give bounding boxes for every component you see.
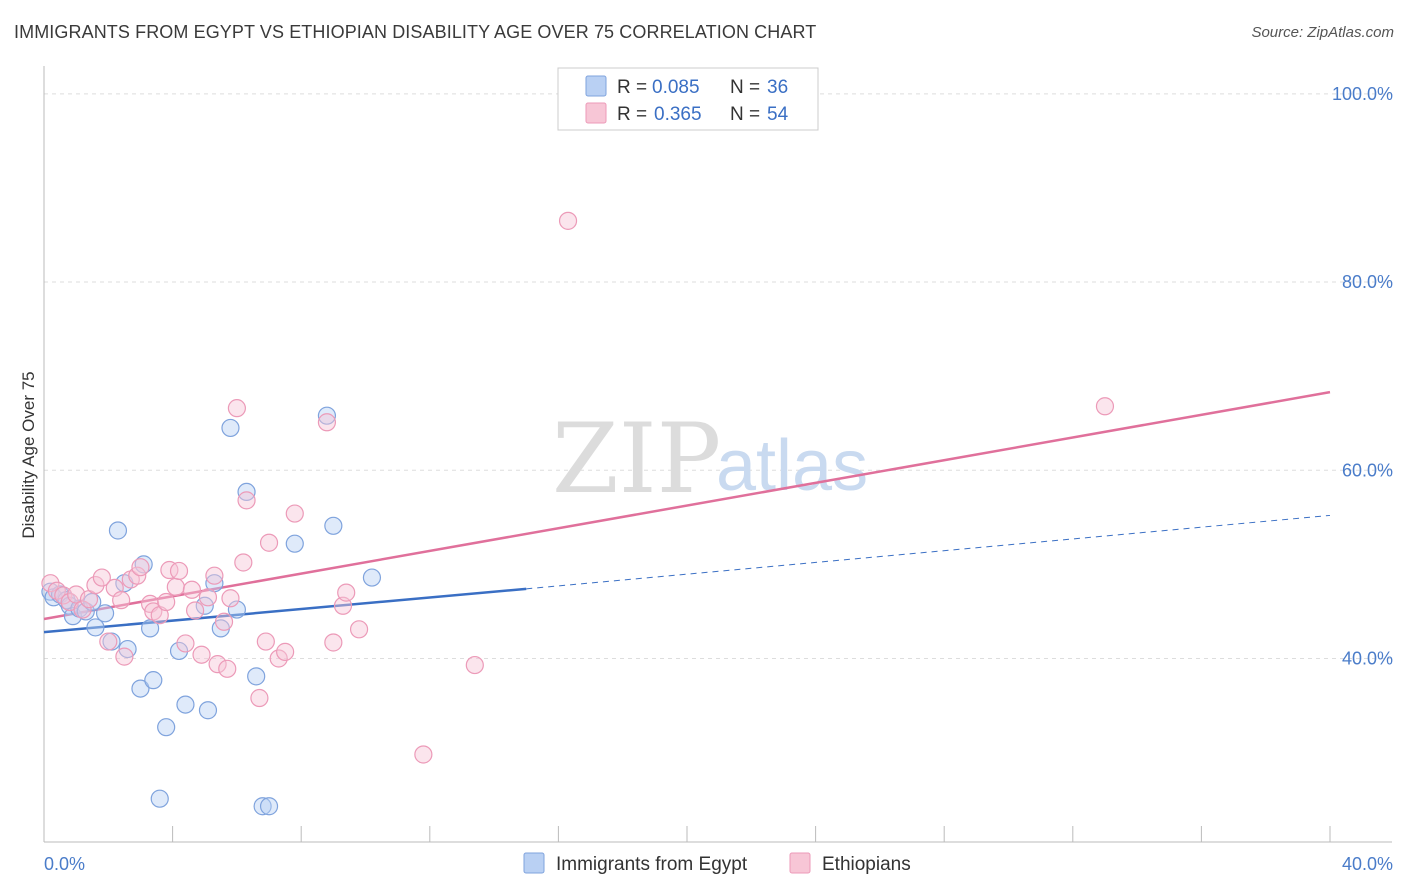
x-tick-labels: 0.0% 40.0% — [44, 854, 1393, 874]
point-ethiopians-5 — [73, 600, 92, 619]
bottom-legend-swatch-egypt — [523, 852, 545, 874]
point-egypt-34 — [317, 406, 337, 425]
point-ethiopians-23 — [176, 634, 195, 653]
trend-lines — [43, 390, 1331, 634]
point-egypt-10 — [95, 604, 115, 623]
legend-r-value-egypt: 0.085 — [652, 77, 700, 98]
point-ethiopians-42 — [317, 413, 337, 432]
bottom-legend-label-egypt: Immigrants from Egypt — [556, 854, 748, 875]
legend-r-label-ethiopians: R = — [617, 104, 647, 125]
point-ethiopians-39 — [269, 649, 288, 668]
legend-r-value-ethiopians: 0.365 — [654, 104, 702, 125]
legend-n-label-ethiopians: N = — [730, 104, 760, 125]
point-egypt-22 — [176, 695, 195, 714]
point-ethiopians-21 — [166, 577, 185, 597]
point-ethiopians-2 — [54, 586, 73, 605]
point-egypt-35 — [324, 516, 343, 535]
trend-line-ethiopians — [43, 390, 1331, 621]
point-ethiopians-9 — [99, 632, 118, 651]
bottom-legend-label-ethiopians: Ethiopians — [822, 854, 911, 875]
source-credit: Source: ZipAtlas.com — [1251, 24, 1394, 41]
point-egypt-30 — [247, 667, 266, 686]
x-tick-label-0: 0.0% — [44, 854, 85, 874]
point-ethiopians-25 — [186, 601, 205, 620]
legend-r-label-egypt: R = — [617, 77, 647, 98]
point-ethiopians-8 — [92, 568, 111, 587]
point-ethiopians-37 — [256, 632, 275, 651]
point-egypt-31 — [253, 797, 272, 816]
point-ethiopians-30 — [214, 612, 234, 631]
watermark: ZIP atlas — [552, 403, 868, 515]
point-ethiopians-50 — [1095, 397, 1115, 416]
watermark-zip: ZIP — [552, 403, 721, 515]
bottom-legend-swatch-ethiopians — [789, 852, 811, 874]
axes — [43, 66, 1392, 843]
point-ethiopians-32 — [221, 589, 240, 608]
legend-swatch-egypt — [585, 75, 607, 97]
point-ethiopians-31 — [218, 659, 237, 678]
point-ethiopians-36 — [250, 688, 269, 708]
point-egypt-21 — [169, 641, 189, 661]
point-egypt-12 — [108, 521, 128, 540]
trend-line-egypt-extension — [526, 514, 1331, 590]
point-ethiopians-11 — [112, 591, 131, 610]
point-egypt-36 — [362, 568, 382, 587]
point-ethiopians-27 — [198, 588, 218, 607]
point-egypt-20 — [150, 789, 169, 808]
legend-n-value-egypt: 36 — [767, 77, 788, 98]
point-ethiopians-22 — [169, 561, 189, 581]
data-points — [41, 211, 1115, 816]
gridlines — [44, 93, 1392, 659]
point-egypt-27 — [221, 418, 240, 438]
point-egypt-15 — [131, 679, 150, 698]
series-legend: Immigrants from Egypt Ethiopians — [523, 852, 911, 875]
point-ethiopians-48 — [414, 745, 433, 764]
point-ethiopians-41 — [285, 504, 304, 523]
watermark-atlas: atlas — [716, 426, 868, 506]
legend-n-label-egypt: N = — [730, 77, 760, 98]
point-ethiopians-28 — [205, 566, 224, 585]
point-ethiopians-45 — [337, 583, 356, 602]
point-ethiopians-46 — [349, 620, 369, 639]
point-ethiopians-43 — [324, 633, 343, 652]
point-ethiopians-26 — [192, 645, 211, 664]
point-egypt-24 — [198, 701, 218, 720]
point-egypt-33 — [285, 534, 304, 553]
y-tick-label-1: 80.0% — [1342, 272, 1393, 292]
point-ethiopians-40 — [276, 642, 295, 661]
point-egypt-9 — [86, 618, 105, 637]
x-tick-label-1: 40.0% — [1342, 854, 1393, 874]
trend-line-egypt — [43, 587, 527, 634]
y-tick-label-0: 100.0% — [1332, 84, 1393, 104]
point-egypt-19 — [157, 718, 176, 737]
point-egypt-18 — [144, 671, 163, 690]
point-ethiopians-35 — [237, 491, 256, 510]
point-ethiopians-47 — [465, 655, 484, 675]
y-tick-label-3: 40.0% — [1342, 648, 1393, 668]
y-tick-label-2: 60.0% — [1342, 460, 1393, 480]
y-axis-title: Disability Age Over 75 — [19, 371, 38, 538]
legend-n-value-ethiopians: 54 — [767, 104, 789, 125]
point-ethiopians-7 — [86, 575, 105, 595]
point-ethiopians-15 — [131, 558, 150, 577]
correlation-legend: R = 0.085 N = 36 R = 0.365 N = 54 — [557, 67, 819, 131]
point-ethiopians-20 — [160, 560, 179, 580]
point-egypt-32 — [259, 797, 279, 816]
point-ethiopians-33 — [227, 399, 246, 418]
point-ethiopians-24 — [182, 580, 201, 599]
point-egypt-16 — [134, 555, 153, 574]
point-ethiopians-19 — [157, 592, 176, 612]
y-tick-labels: 100.0% 80.0% 60.0% 40.0% — [1332, 84, 1393, 669]
point-ethiopians-34 — [234, 553, 253, 572]
point-ethiopians-49 — [558, 211, 578, 230]
point-ethiopians-12 — [115, 647, 134, 666]
legend-swatch-ethiopians — [585, 102, 607, 124]
point-ethiopians-38 — [259, 533, 279, 552]
point-ethiopians-29 — [208, 655, 227, 674]
chart-title: IMMIGRANTS FROM EGYPT VS ETHIOPIAN DISAB… — [14, 22, 817, 42]
point-egypt-28 — [227, 600, 246, 619]
point-ethiopians-0 — [41, 574, 60, 593]
